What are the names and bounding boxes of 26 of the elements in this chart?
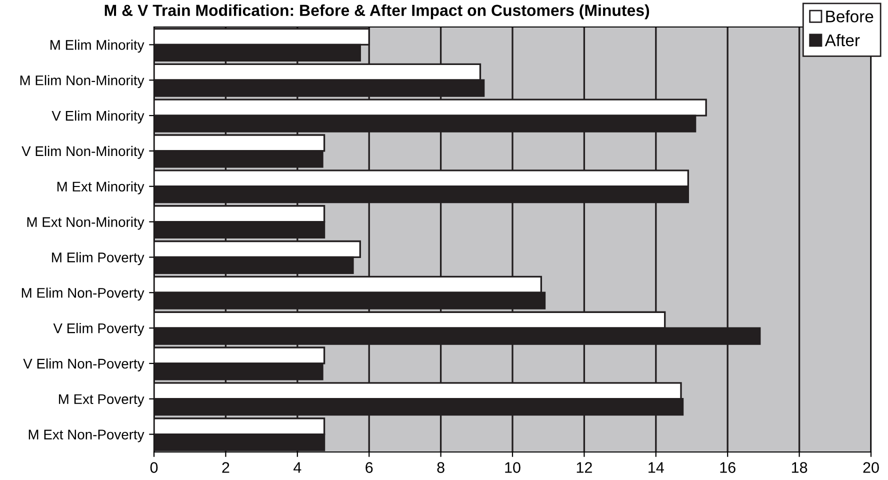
x-tick-label: 4 <box>294 462 302 473</box>
chart-title: M & V Train Modification: Before & After Impact on Customers (Minutes) <box>104 4 650 20</box>
x-tick-label: 8 <box>437 462 444 473</box>
legend-label: After <box>824 34 860 46</box>
y-tick-label: V Elim Poverty <box>53 323 144 336</box>
y-tick-label: V Elim Minority <box>52 110 144 124</box>
y-tick-label: M Ext Non-Poverty <box>28 430 144 442</box>
y-tick-label: M Elim Minority <box>50 40 144 53</box>
y-tick-label: M Ext Non-Minority <box>27 216 144 230</box>
x-tick-label: 6 <box>366 462 373 473</box>
x-tick-label: 20 <box>863 462 879 473</box>
x-tick-label: 0 <box>150 462 158 473</box>
x-tick-label: 14 <box>648 462 664 473</box>
y-tick-label: V Elim Non-Poverty <box>23 358 144 372</box>
y-tick-label: M Elim Poverty <box>52 252 144 266</box>
y-tick-label: M Elim Non-Poverty <box>22 288 144 301</box>
y-tick-label: M Elim Non-Minority <box>20 75 144 88</box>
x-tick-label: 2 <box>222 462 230 473</box>
y-tick-label: M Ext Poverty <box>58 394 144 407</box>
legend-label: Before <box>826 10 874 22</box>
x-tick-label: 18 <box>792 462 808 473</box>
y-tick-label: M Ext Minority <box>57 181 144 194</box>
x-tick-label: 12 <box>576 462 592 473</box>
y-tick-label: V Elim Non-Minority <box>22 146 144 159</box>
x-tick-label: 16 <box>720 462 736 473</box>
x-tick-label: 10 <box>505 462 520 473</box>
